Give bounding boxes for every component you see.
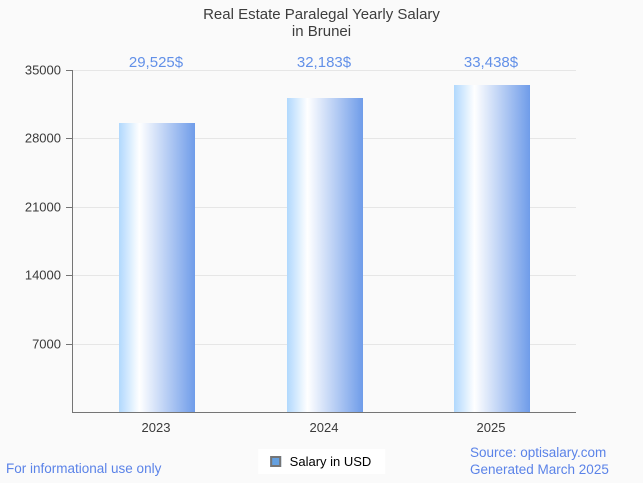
y-axis-tick [66, 207, 73, 208]
bar-value-label-2023: 29,525$ [128, 54, 184, 71]
legend: Salary in USD [257, 449, 386, 474]
bar-2023[interactable] [119, 123, 195, 412]
y-axis-label: 14000 [24, 267, 61, 283]
chart-title: Real Estate Paralegal Yearly Salary in B… [0, 6, 643, 40]
source-attribution: Source: optisalary.com Generated March 2… [470, 444, 609, 478]
bar-value-label-2025: 33,438$ [463, 54, 519, 71]
y-axis-tick [66, 275, 73, 276]
gridline [73, 70, 576, 71]
legend-label: Salary in USD [289, 454, 372, 469]
y-axis-tick [66, 70, 73, 71]
bar-value-label-2024: 32,183$ [296, 54, 352, 71]
y-axis-label: 7000 [32, 336, 61, 352]
legend-marker-icon [269, 456, 281, 467]
x-axis-label-2025: 2025 [476, 420, 506, 435]
disclaimer-text: For informational use only [6, 461, 162, 476]
bar-2024[interactable] [287, 98, 363, 412]
chart-title-line2: in Brunei [291, 23, 352, 40]
bar-2025[interactable] [454, 85, 530, 412]
generated-date: Generated March 2025 [470, 462, 609, 477]
y-axis-label: 28000 [24, 130, 61, 146]
y-axis-tick [66, 344, 73, 345]
chart-title-line1: Real Estate Paralegal Yearly Salary [203, 6, 440, 23]
x-axis-label-2023: 2023 [141, 420, 171, 435]
plot-area: 35000 28000 21000 14000 7000 [25, 63, 576, 413]
x-axis-label-2024: 2024 [309, 420, 339, 435]
y-axis-label: 35000 [24, 62, 61, 78]
source-link[interactable]: Source: optisalary.com [470, 445, 607, 460]
y-axis-tick [66, 138, 73, 139]
y-axis-label: 21000 [24, 199, 61, 215]
